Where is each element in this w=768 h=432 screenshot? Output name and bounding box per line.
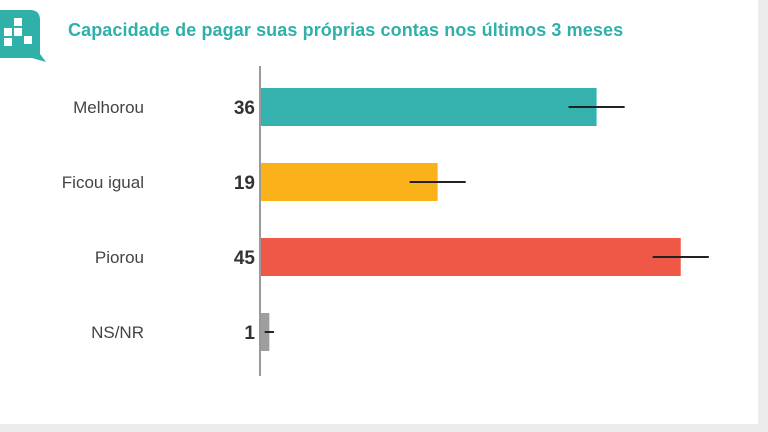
value-label-ficou-igual: 19 [234,173,255,194]
chart-card: Capacidade de pagar suas próprias contas… [0,0,758,424]
chart-title: Capacidade de pagar suas próprias contas… [68,20,624,40]
category-label-ns-nr: NS/NR [91,323,144,342]
bar-piorou [260,238,681,276]
bars-group [260,88,709,351]
bar-ficou-igual [260,163,438,201]
category-label-melhorou: Melhorou [73,98,144,117]
category-label-piorou: Piorou [95,248,144,267]
value-label-melhorou: 36 [234,98,255,119]
labels-group: Melhorou 36 Ficou igual 19 Piorou 45 NS/NR 1 [62,98,256,344]
value-label-ns-nr: 1 [244,323,255,344]
bar-melhorou [260,88,597,126]
logo-icon [0,6,46,68]
value-label-piorou: 45 [234,248,256,269]
category-label-ficou-igual: Ficou igual [62,173,144,192]
